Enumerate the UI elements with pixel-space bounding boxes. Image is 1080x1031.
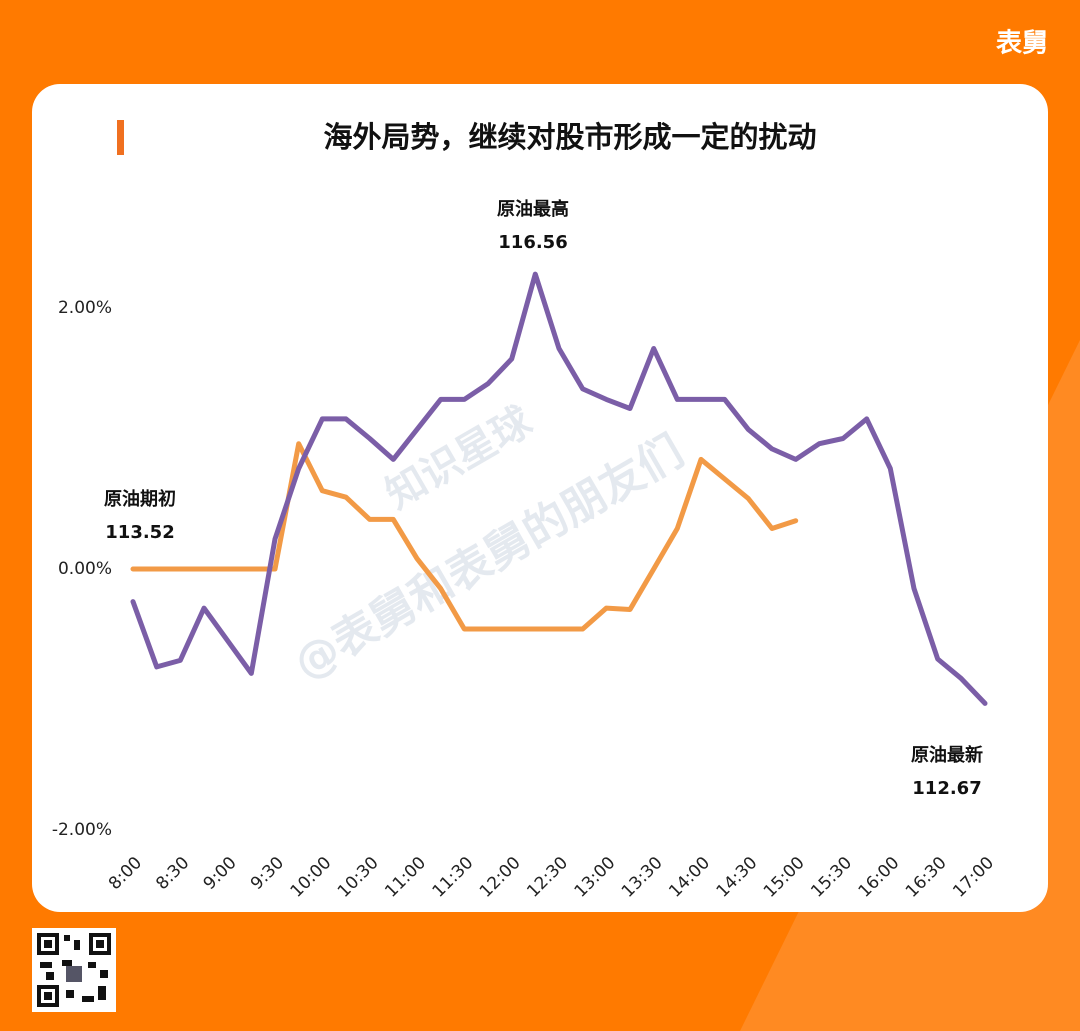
- annotation-value: 112.67: [912, 778, 981, 799]
- annotation-label: 原油最新: [911, 744, 983, 766]
- title-accent: [117, 120, 124, 155]
- series-line: [130, 441, 799, 632]
- y-tick-label: 0.00%: [58, 559, 112, 579]
- chart-title: 海外局势，继续对股市形成一定的扰动: [323, 120, 816, 154]
- annotation-label: 原油最高: [497, 198, 569, 220]
- y-tick-label: -2.00%: [52, 820, 112, 840]
- y-tick-label: 2.00%: [58, 298, 112, 318]
- series-line: [130, 271, 988, 706]
- card: [32, 84, 1048, 912]
- annotation-value: 116.56: [498, 232, 567, 253]
- brand: 表舅: [996, 29, 1048, 59]
- annotation-label: 原油期初: [104, 488, 176, 510]
- annotation-value: 113.52: [105, 522, 174, 543]
- qr-code: [32, 928, 116, 1012]
